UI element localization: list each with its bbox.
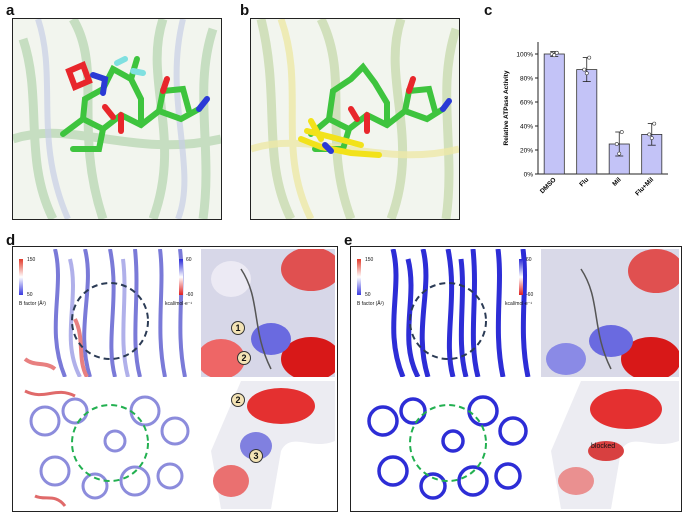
y-tick-label: 40% bbox=[520, 124, 533, 131]
data-point bbox=[587, 55, 592, 60]
e-top-left-ribbon-svg bbox=[390, 249, 531, 377]
e-bfactor-max: 150 bbox=[365, 257, 374, 263]
data-point bbox=[649, 136, 654, 140]
data-point bbox=[647, 132, 652, 137]
e-top-left-ribbon-image: 150 50 B factor (Å²) bbox=[353, 249, 537, 377]
d-bottom-right-surface-svg bbox=[211, 381, 335, 509]
data-point bbox=[584, 71, 589, 76]
data-point bbox=[619, 130, 624, 134]
x-tick-label: Flu+Mil bbox=[634, 176, 655, 197]
bar-flu bbox=[576, 69, 598, 175]
d-bottom-marker-3: 3 bbox=[249, 449, 263, 463]
d-bottom-left-ribbon-svg bbox=[24, 389, 190, 507]
d-bottom-marker-2: 2 bbox=[231, 393, 245, 407]
panel-e-box: 150 50 B factor (Å²) 60 -60 kcal/mol·e⁻¹ bbox=[350, 246, 682, 512]
d-top-right-surface-svg bbox=[201, 249, 335, 377]
chart-bars bbox=[543, 50, 663, 175]
e-bottom-right-surface-svg bbox=[551, 381, 679, 509]
x-tick-label: Mil bbox=[611, 176, 622, 187]
atpase-activity-bar-chart: 0% 20% 40% 60% 80% 100% Relative ATPase Activi… bbox=[503, 42, 668, 197]
d-bfactor-label: B factor (Å²) bbox=[19, 301, 46, 307]
panel-b-structure-image bbox=[250, 18, 460, 220]
e-bfactor-colorbar: 150 50 B factor (Å²) bbox=[357, 255, 397, 307]
panel-d-box: 150 50 B factor (Å²) 1 2 60 -60 kcal/mol… bbox=[12, 246, 338, 512]
y-tick-label: 0% bbox=[524, 172, 534, 179]
panel-b-structure-svg bbox=[251, 19, 459, 219]
panel-label-b: b bbox=[240, 2, 250, 19]
e-bottom-left-ribbon-image bbox=[353, 381, 537, 509]
bar-dmso bbox=[543, 53, 565, 175]
e-bfactor-min: 50 bbox=[365, 292, 371, 298]
e-bfactor-label: B factor (Å²) bbox=[357, 301, 384, 307]
d-bfactor-min: 50 bbox=[27, 292, 33, 298]
data-point bbox=[652, 121, 657, 126]
d-bottom-right-surface-image: 2 3 bbox=[201, 381, 335, 509]
d-bfactor-max: 150 bbox=[27, 257, 36, 263]
e-blocked-annotation: blocked bbox=[591, 443, 616, 450]
y-tick-label: 20% bbox=[520, 148, 533, 155]
e-top-right-surface-image bbox=[541, 249, 679, 377]
d-potential-label: kcal/mol·e⁻¹ bbox=[165, 301, 193, 307]
d-bfactor-colorbar: 150 50 B factor (Å²) bbox=[19, 255, 59, 307]
e-potential-gradient bbox=[519, 259, 523, 295]
y-tick-label: 100% bbox=[516, 52, 533, 59]
e-bottom-left-ribbon-svg bbox=[367, 395, 528, 500]
d-potential-colorbar-outer: 60 -60 kcal/mol·e⁻¹ bbox=[165, 255, 207, 311]
d-bfactor-gradient bbox=[19, 259, 23, 295]
e-bfactor-gradient bbox=[357, 259, 361, 295]
x-tick-label: DMSO bbox=[539, 176, 558, 195]
e-potential-min: -60 bbox=[526, 292, 534, 298]
d-potential-max: 60 bbox=[186, 257, 192, 263]
e-potential-max: 60 bbox=[526, 257, 532, 263]
y-axis-label: Relative ATPase Activity bbox=[503, 70, 510, 145]
d-top-right-surface-image: 1 2 bbox=[201, 249, 335, 377]
panel-a-structure-image bbox=[12, 18, 222, 220]
e-potential-label: kcal/mol·e⁻¹ bbox=[505, 301, 533, 307]
panel-label-a: a bbox=[6, 2, 15, 19]
data-point bbox=[552, 53, 557, 58]
panel-a-structure-svg bbox=[13, 19, 221, 219]
d-top-left-ribbon-image: 150 50 B factor (Å²) bbox=[15, 249, 197, 377]
e-top-right-surface-svg bbox=[546, 249, 679, 377]
y-tick-label: 80% bbox=[520, 76, 533, 83]
y-tick-label: 60% bbox=[520, 100, 533, 107]
d-top-marker-1: 1 bbox=[231, 321, 245, 335]
e-bottom-right-surface-image: blocked bbox=[541, 381, 679, 509]
e-potential-colorbar: 60 -60 kcal/mol·e⁻¹ bbox=[505, 255, 547, 311]
x-tick-label: Flu bbox=[578, 176, 590, 188]
panel-label-c: c bbox=[484, 2, 493, 19]
data-point bbox=[617, 151, 622, 156]
panel-label-e: e bbox=[344, 232, 353, 249]
d-potential-min: -60 bbox=[186, 292, 194, 298]
data-point bbox=[582, 67, 587, 72]
d-bottom-left-ribbon-image bbox=[15, 381, 197, 509]
data-point bbox=[554, 50, 559, 55]
d-top-marker-2: 2 bbox=[237, 351, 251, 365]
data-point bbox=[614, 142, 619, 146]
d-potential-gradient bbox=[179, 259, 183, 295]
panel-label-d: d bbox=[6, 232, 16, 249]
